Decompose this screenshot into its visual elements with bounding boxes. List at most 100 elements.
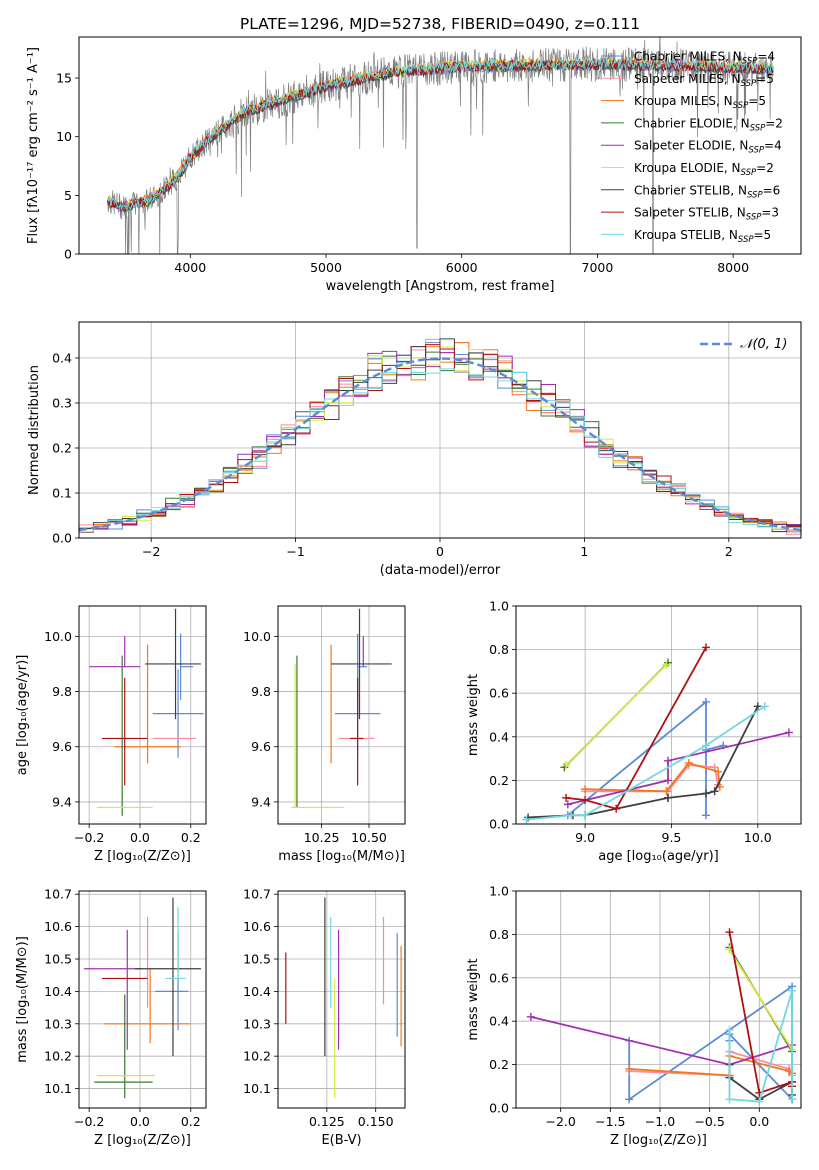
y-tick-label: 0.2 bbox=[52, 441, 72, 456]
plot-area bbox=[79, 322, 801, 538]
x-tick-label: 10.25 bbox=[304, 830, 340, 845]
plot-area bbox=[516, 606, 801, 824]
axes-frame bbox=[78, 605, 207, 825]
weight-point-salpeter_stelib bbox=[725, 928, 734, 937]
y-tick-label: 0.4 bbox=[489, 1014, 509, 1029]
legend-value: =2 bbox=[765, 116, 783, 130]
y-tick-label: 15 bbox=[56, 71, 72, 86]
x-tick-label: 9.5 bbox=[662, 830, 682, 845]
legend-value: =5 bbox=[748, 94, 766, 108]
y-tick-label: 10.4 bbox=[44, 984, 72, 999]
legend-label: Kroupa ELODIE, N bbox=[634, 161, 741, 175]
x-tick-label: 0.0 bbox=[749, 1114, 769, 1129]
weight-point-chabrier_miles bbox=[702, 811, 710, 820]
x-tick-label: 10.50 bbox=[351, 830, 387, 845]
x-tick-label: 0.2 bbox=[181, 830, 201, 845]
y-tick-label: 10.3 bbox=[243, 1016, 271, 1031]
y-tick-label: 0.0 bbox=[489, 1101, 509, 1116]
weight-point-kroupa_stelib bbox=[702, 741, 710, 750]
y-tick-label: 10.7 bbox=[243, 887, 271, 902]
mass-vs-metallicity-panel: −0.2 0.0 0.2 10.1 10.2 10.3 10.4 10.5 10.6 10.7 Z … bbox=[15, 887, 207, 1148]
y-tick-label: 10.5 bbox=[44, 952, 72, 967]
y-tick-label: 10.7 bbox=[44, 887, 72, 902]
x-tick-label: 10.0 bbox=[744, 830, 772, 845]
legend-subscript: SSP bbox=[742, 57, 758, 67]
y-axis-label: age [log₁₀(age/yr)] bbox=[15, 655, 30, 776]
weight-point-salpeter_stelib bbox=[581, 796, 590, 805]
y-tick-label: 10.1 bbox=[44, 1081, 72, 1096]
y-tick-label: 10 bbox=[56, 129, 72, 144]
weight-point-kroupa_miles bbox=[684, 758, 693, 767]
legend-value: =4 bbox=[757, 50, 775, 64]
y-tick-label: 10.6 bbox=[44, 919, 72, 934]
x-tick-label: −2.0 bbox=[546, 1114, 576, 1129]
weight-point-salpeter_elodie bbox=[563, 800, 572, 809]
legend-entry: Salpeter MILES, NSSP=5 bbox=[634, 72, 774, 89]
residuals-panel: −2 −1 0 1 2 0.0 0.1 0.2 0.3 0.4 (data-model)/error… bbox=[27, 321, 802, 578]
y-tick-label: 0.1 bbox=[52, 486, 72, 501]
axes-frame bbox=[78, 321, 802, 539]
weight-line-salpeter_elodie bbox=[567, 731, 790, 806]
legend-entry: Salpeter ELODIE, NSSP=4 bbox=[634, 139, 782, 156]
legend-value: =3 bbox=[761, 206, 779, 220]
x-axis-label: wavelength [Angstrom, rest frame] bbox=[326, 279, 555, 294]
y-axis-label: Normed distribution bbox=[27, 365, 42, 495]
y-tick-label: 9.6 bbox=[52, 739, 72, 754]
weight-point-kroupa_elodie bbox=[662, 660, 671, 669]
x-tick-label: 4000 bbox=[174, 260, 206, 275]
y-tick-label: 0.6 bbox=[489, 686, 509, 701]
gaussian-reference-curve bbox=[79, 357, 801, 532]
y-tick-label: 5 bbox=[64, 188, 72, 203]
age-vs-mass-panel: 10.25 10.50 9.4 9.6 9.8 10.0 mass [log₁₀(M/M⊙)… bbox=[243, 605, 406, 864]
y-tick-label: 0.4 bbox=[489, 729, 509, 744]
legend-label: Kroupa MILES, N bbox=[634, 94, 733, 108]
legend-subscript: SSP bbox=[741, 168, 757, 178]
weight-point-kroupa_elodie bbox=[562, 761, 571, 770]
weight-line-salpeter_stelib bbox=[565, 646, 707, 810]
weight-point-salpeter_elodie bbox=[664, 776, 672, 785]
y-tick-label: 9.4 bbox=[251, 794, 271, 809]
legend-entry: Kroupa ELODIE, NSSP=2 bbox=[634, 161, 774, 178]
legend-entry: Chabrier ELODIE, NSSP=2 bbox=[634, 116, 783, 133]
histogram-step-salpeter_stelib bbox=[79, 344, 801, 533]
y-tick-label: 1.0 bbox=[489, 599, 509, 614]
x-tick-label: 9.0 bbox=[575, 830, 595, 845]
plot-area bbox=[107, 37, 774, 254]
y-tick-label: 1.0 bbox=[489, 884, 509, 899]
weight-point-salpeter_elodie bbox=[526, 1012, 535, 1021]
weight-point-salpeter_elodie bbox=[664, 756, 672, 765]
x-tick-label: 0.0 bbox=[130, 1114, 150, 1129]
plot-area bbox=[516, 891, 801, 1108]
weight-line-kroupa_elodie bbox=[728, 949, 793, 1050]
y-tick-label: 9.4 bbox=[52, 794, 72, 809]
legend-value: =4 bbox=[764, 139, 782, 153]
x-tick-label: 0.150 bbox=[358, 1114, 394, 1129]
y-axis-label: mass weight bbox=[466, 958, 481, 1040]
x-axis-label: Z [log₁₀(Z/Z⊙)] bbox=[94, 1133, 191, 1148]
legend-subscript: SSP bbox=[746, 213, 762, 223]
y-tick-label: 0.8 bbox=[489, 927, 509, 942]
legend-label: Kroupa STELIB, N bbox=[634, 228, 738, 242]
legend-subscript: SSP bbox=[733, 101, 749, 111]
mass-vs-extinction-panel: 0.125 0.150 10.1 10.2 10.3 10.4 10.5 10.6 10.7 E(… bbox=[243, 887, 406, 1148]
y-tick-label: 10.5 bbox=[243, 952, 271, 967]
x-tick-label: 1 bbox=[580, 544, 588, 559]
weight-point-salpeter_stelib bbox=[612, 804, 621, 813]
x-tick-label: 0 bbox=[436, 544, 444, 559]
weight-point-chabrier_miles bbox=[625, 1095, 634, 1104]
weight-point-kroupa_stelib bbox=[522, 815, 531, 824]
x-tick-label: 7000 bbox=[582, 260, 614, 275]
weight-point-kroupa_stelib bbox=[725, 1025, 734, 1034]
figure-title: PLATE=1296, MJD=52738, FIBERID=0490, z=0… bbox=[240, 15, 640, 33]
y-tick-label: 0.0 bbox=[489, 817, 509, 832]
axes-frame bbox=[277, 605, 406, 825]
y-tick-label: 9.8 bbox=[52, 684, 72, 699]
weight-point-kroupa_stelib bbox=[581, 811, 590, 820]
legend-value: =5 bbox=[754, 228, 772, 242]
legend-label: Chabrier STELIB, N bbox=[634, 183, 747, 197]
axes-frame bbox=[78, 890, 207, 1109]
weight-point-kroupa_miles bbox=[625, 1064, 634, 1073]
y-tick-label: 9.6 bbox=[251, 739, 271, 754]
x-tick-label: −0.5 bbox=[694, 1114, 724, 1129]
y-tick-label: 0 bbox=[64, 247, 72, 262]
